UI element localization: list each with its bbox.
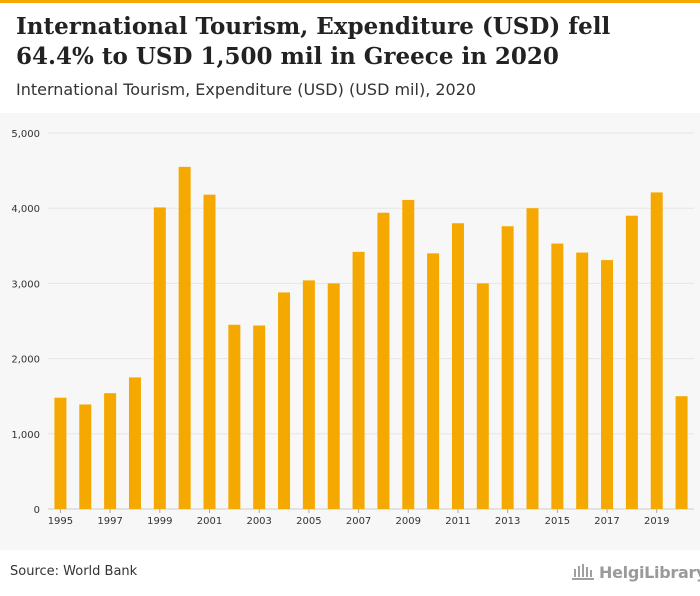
bar-1999[interactable] xyxy=(153,207,166,509)
source-note: Source: World Bank xyxy=(10,564,138,579)
bar-2004[interactable] xyxy=(278,292,291,509)
y-tick-label: 4,000 xyxy=(11,204,40,215)
bar-2014[interactable] xyxy=(526,208,539,509)
bar-2019[interactable] xyxy=(650,192,663,509)
bar-2013[interactable] xyxy=(501,226,514,510)
bar-1997[interactable] xyxy=(104,393,117,509)
x-tick-label: 1995 xyxy=(48,516,73,527)
bar-2012[interactable] xyxy=(476,283,489,509)
y-tick-label: 5,000 xyxy=(11,129,40,140)
x-tick-label: 2017 xyxy=(594,516,619,527)
x-tick-label: 2005 xyxy=(296,516,321,527)
y-tick-label: 2,000 xyxy=(11,355,40,366)
x-tick-label: 2003 xyxy=(246,516,271,527)
helgilibrary-logo[interactable]: HelgiLibrary xyxy=(571,561,700,583)
logo-text: HelgiLibrary xyxy=(599,562,700,582)
y-tick-label: 0 xyxy=(34,505,40,516)
bar-chart: 0 1,000 2,000 3,000 4,000 5,000 1995 1997 1999 2… xyxy=(11,129,694,527)
library-building-icon xyxy=(572,564,594,580)
bar-1996[interactable] xyxy=(79,404,92,509)
bar-2015[interactable] xyxy=(551,243,564,509)
bar-2011[interactable] xyxy=(451,223,464,509)
gridlines xyxy=(48,132,694,510)
y-tick-label: 1,000 xyxy=(11,430,40,441)
x-tick-label: 2001 xyxy=(197,516,222,527)
x-tick-label: 2007 xyxy=(346,516,371,527)
bar-2006[interactable] xyxy=(327,283,340,509)
bar-2000[interactable] xyxy=(178,166,191,509)
x-tick-label: 2013 xyxy=(495,516,520,527)
y-axis-ticks: 0 1,000 2,000 3,000 4,000 5,000 xyxy=(11,129,40,516)
bar-2020[interactable] xyxy=(675,396,688,509)
x-axis-ticks: 1995 1997 1999 2001 2003 2005 2007 2009 2011 2013… xyxy=(48,509,669,527)
x-tick-label: 2019 xyxy=(644,516,669,527)
bar-2009[interactable] xyxy=(402,199,415,509)
bar-2005[interactable] xyxy=(302,280,315,509)
x-tick-label: 2011 xyxy=(445,516,470,527)
x-tick-label: 2009 xyxy=(396,516,421,527)
bar-2018[interactable] xyxy=(625,215,638,509)
accent-bar xyxy=(0,0,700,3)
x-tick-label: 2015 xyxy=(545,516,570,527)
bar-2017[interactable] xyxy=(601,260,614,509)
chart-subtitle: International Tourism, Expenditure (USD)… xyxy=(16,80,477,99)
chart-title: International Tourism, Expenditure (USD)… xyxy=(16,13,611,70)
bar-1995[interactable] xyxy=(54,397,67,509)
bar-2016[interactable] xyxy=(576,252,589,509)
bar-2008[interactable] xyxy=(377,212,390,509)
bar-2003[interactable] xyxy=(253,325,266,509)
bar-2001[interactable] xyxy=(203,194,216,509)
bar-2010[interactable] xyxy=(427,253,440,509)
bar-1998[interactable] xyxy=(128,377,141,509)
bars xyxy=(54,166,688,510)
x-tick-label: 1997 xyxy=(97,516,122,527)
y-tick-label: 3,000 xyxy=(11,279,40,290)
x-tick-label: 1999 xyxy=(147,516,172,527)
bar-2002[interactable] xyxy=(228,324,241,509)
bar-2007[interactable] xyxy=(352,251,365,510)
